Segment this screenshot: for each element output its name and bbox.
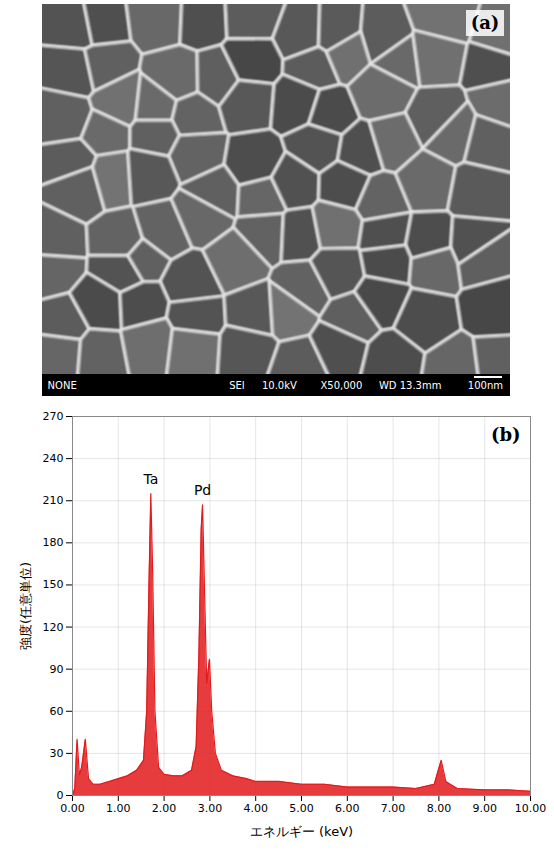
svg-text:エネルギー (keV): エネルギー (keV) [250, 824, 353, 839]
svg-text:9.00: 9.00 [472, 802, 497, 815]
svg-text:SEI: SEI [229, 380, 245, 391]
svg-text:0.00: 0.00 [60, 802, 85, 815]
svg-text:1.00: 1.00 [106, 802, 131, 815]
svg-text:(a): (a) [471, 12, 500, 33]
svg-text:X50,000: X50,000 [320, 380, 362, 391]
svg-text:30: 30 [50, 747, 64, 760]
svg-text:10.00: 10.00 [515, 802, 547, 815]
svg-text:0: 0 [57, 789, 64, 802]
svg-text:7.00: 7.00 [381, 802, 406, 815]
svg-text:120: 120 [43, 621, 64, 634]
svg-text:270: 270 [43, 410, 64, 423]
svg-text:8.00: 8.00 [427, 802, 452, 815]
svg-text:10.0kV: 10.0kV [262, 380, 297, 391]
svg-text:2.00: 2.00 [152, 802, 177, 815]
svg-text:Ta: Ta [142, 471, 158, 487]
svg-text:6.00: 6.00 [335, 802, 360, 815]
svg-text:90: 90 [50, 663, 64, 676]
svg-text:240: 240 [43, 452, 64, 465]
svg-text:NONE: NONE [48, 380, 77, 391]
svg-text:強度(任意単位): 強度(任意単位) [18, 562, 33, 650]
svg-text:5.00: 5.00 [289, 802, 314, 815]
svg-text:3.00: 3.00 [198, 802, 223, 815]
svg-text:(b): (b) [491, 424, 521, 445]
svg-text:180: 180 [43, 536, 64, 549]
svg-text:WD 13.3mm: WD 13.3mm [379, 380, 442, 391]
svg-text:210: 210 [43, 494, 64, 507]
svg-text:150: 150 [43, 578, 64, 591]
svg-text:60: 60 [50, 705, 64, 718]
svg-text:4.00: 4.00 [243, 802, 268, 815]
svg-text:Pd: Pd [194, 482, 211, 498]
svg-text:100nm: 100nm [468, 380, 503, 391]
